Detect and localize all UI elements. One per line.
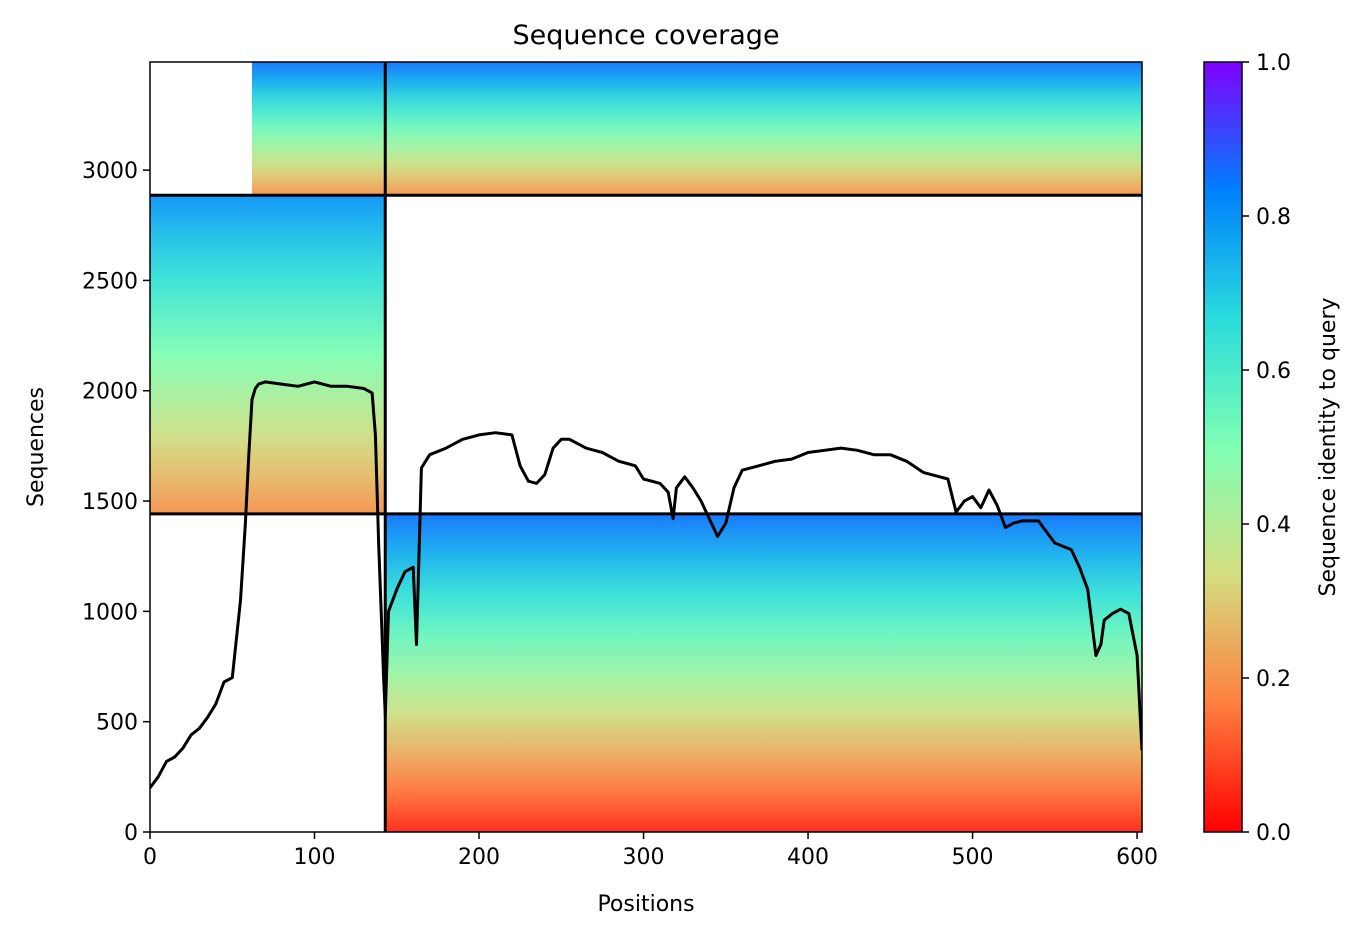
x-tick-label: 200 (458, 845, 500, 870)
plot-area (150, 62, 1142, 832)
colorbar-tick-label: 1.0 (1256, 51, 1291, 76)
colorbar-tick-label: 0.0 (1256, 821, 1291, 846)
colorbar-gradient (1203, 61, 1243, 833)
y-axis-label: Sequences (24, 387, 49, 507)
colorbar-tick-label: 0.2 (1256, 667, 1291, 692)
coverage-block (150, 195, 386, 514)
y-tick-label: 2500 (82, 269, 138, 294)
plot-frame (149, 61, 1143, 833)
y-tick-label: 0 (124, 821, 138, 846)
coverage-block (385, 62, 1142, 196)
coverage-block (385, 513, 1142, 832)
x-tick-label: 400 (787, 845, 829, 870)
colorbar: 0.0 0.2 0.4 0.6 0.8 1.0 Sequence identity to … (1203, 51, 1341, 846)
y-tick-label: 1000 (82, 600, 138, 625)
coverage-block (251, 62, 386, 196)
x-axis-ticks: 0 100 200 300 400 500 600 (143, 832, 1158, 870)
colorbar-tick-label: 0.6 (1256, 359, 1291, 384)
coverage-line (150, 380, 1142, 789)
colorbar-ticks: 0.0 0.2 0.4 0.6 0.8 1.0 (1242, 51, 1291, 846)
chart-title: Sequence coverage (512, 20, 779, 51)
x-tick-label: 600 (1116, 845, 1158, 870)
colorbar-label: Sequence identity to query (1316, 297, 1341, 596)
x-tick-label: 300 (623, 845, 665, 870)
colorbar-tick-label: 0.4 (1256, 513, 1291, 538)
y-tick-label: 1500 (82, 490, 138, 515)
x-tick-label: 500 (952, 845, 994, 870)
x-tick-label: 100 (294, 845, 336, 870)
coverage-blocks (150, 62, 1142, 832)
x-axis-label: Positions (597, 892, 694, 917)
y-tick-label: 500 (96, 711, 138, 736)
y-axis-ticks: 0 500 1000 1500 2000 2500 3000 (82, 159, 150, 846)
y-tick-label: 3000 (82, 159, 138, 184)
y-tick-label: 2000 (82, 380, 138, 405)
x-tick-label: 0 (143, 845, 157, 870)
colorbar-tick-label: 0.8 (1256, 205, 1291, 230)
